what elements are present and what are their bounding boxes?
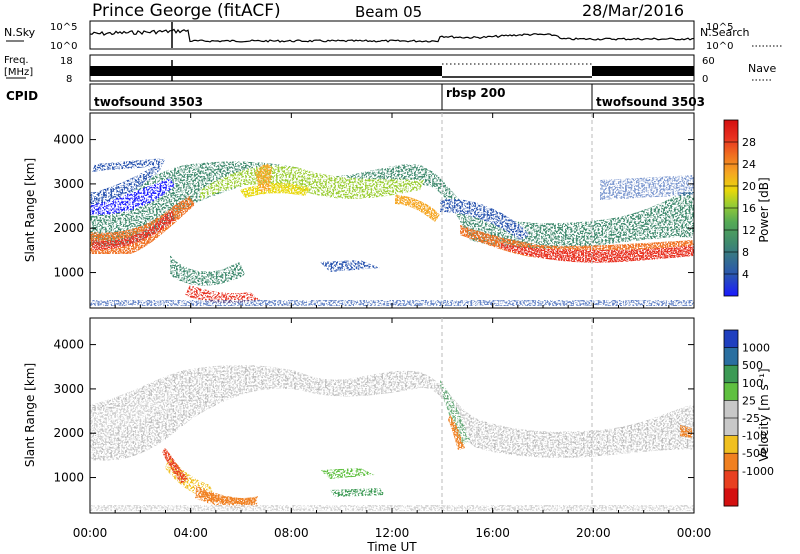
y-tick-label: 4000 xyxy=(53,133,84,147)
velocity-colorbar-block xyxy=(724,418,738,437)
colorbar-tick-label: 25 xyxy=(742,394,756,407)
y-tick-label: 1000 xyxy=(53,471,84,485)
cpid-label: CPID xyxy=(6,89,38,103)
colorbar-tick-label: -500 xyxy=(742,447,767,460)
cpid-segment-3: twofsound 3503 xyxy=(596,95,705,109)
freq-tick-low: 8 xyxy=(66,74,72,85)
freq-label-line2: [MHz] xyxy=(4,67,33,78)
velocity-colorbar-block xyxy=(724,453,738,472)
noise-tick-right-low: 10^0 xyxy=(706,41,733,52)
velocity-colorbar-block xyxy=(724,365,738,384)
noise-right-label: N.Search xyxy=(700,26,750,39)
x-axis-label: Time UT xyxy=(366,540,417,554)
noise-panel-frame xyxy=(89,20,695,50)
noise-tick-left-low: 10^0 xyxy=(50,41,77,52)
x-tick-label: 12:00 xyxy=(375,526,410,540)
y-tick-label: 2000 xyxy=(53,426,84,440)
y-tick-label: 1000 xyxy=(53,266,84,280)
y-tick-label: 3000 xyxy=(53,177,84,191)
colorbar-tick-label: 500 xyxy=(742,359,763,372)
date-title: 28/Mar/2016 xyxy=(582,1,684,20)
velocity-yticks: 1000 2000 3000 4000 xyxy=(53,338,694,485)
colorbar-tick-label: 1000 xyxy=(742,342,770,355)
cpid-segment-1: twofsound 3503 xyxy=(94,95,203,109)
power-yticks: 1000 2000 3000 4000 xyxy=(53,133,694,280)
velocity-colorbar-label: Velocity [m s⁻¹] xyxy=(757,368,771,461)
cpid-panel-frame xyxy=(89,83,695,111)
velocity-core-layer xyxy=(162,415,692,505)
colorbar-tick-label: 24 xyxy=(742,158,756,171)
colorbar-tick-label: -100 xyxy=(742,430,767,443)
power-heatmap xyxy=(90,113,694,308)
colorbar-tick-label: 8 xyxy=(742,246,749,259)
cpid-segment-2: rbsp 200 xyxy=(446,86,505,100)
velocity-colorbar-block xyxy=(724,330,738,349)
x-tick-label: 20:00 xyxy=(576,526,611,540)
velocity-colorbar-block xyxy=(724,435,738,454)
station-title: Prince George (fitACF) xyxy=(92,1,281,21)
velocity-colorbar-ticks: 1000 500 100 25 -25 -100 -500 -1000 xyxy=(724,342,774,478)
x-axis-ticks: 00:00 04:00 08:00 12:00 16:00 20:00 00:00 xyxy=(73,113,712,540)
velocity-colorbar-block xyxy=(724,382,738,401)
power-ylabel: Slant Range [km] xyxy=(23,158,37,262)
colorbar-tick-label: 4 xyxy=(742,268,749,281)
velocity-colorbar-block xyxy=(724,470,738,489)
y-tick-label: 4000 xyxy=(53,338,84,352)
y-tick-label: 3000 xyxy=(53,382,84,396)
power-colorbar-label: Power [dB] xyxy=(757,177,771,242)
velocity-colorbar-block xyxy=(724,400,738,419)
power-core-layer xyxy=(90,163,694,263)
beam-title: Beam 05 xyxy=(355,3,422,21)
colorbar-tick-label: 28 xyxy=(742,136,756,149)
freq-tick-high: 18 xyxy=(60,56,73,67)
x-tick-label: 00:00 xyxy=(677,526,712,540)
power-colorbar-ticks: 4 8 12 16 20 24 28 xyxy=(724,136,756,281)
freq-band-1 xyxy=(90,66,442,76)
velocity-heatmap xyxy=(90,318,694,513)
velocity-ylabel: Slant Range [km] xyxy=(23,363,37,467)
noise-tick-left-high: 10^5 xyxy=(50,22,77,33)
nave-label: Nave xyxy=(748,62,776,75)
x-tick-label: 04:00 xyxy=(173,526,208,540)
x-tick-label: 00:00 xyxy=(73,526,108,540)
x-tick-label: 16:00 xyxy=(475,526,510,540)
velocity-colorbar-block xyxy=(724,347,738,366)
y-tick-label: 2000 xyxy=(53,221,84,235)
x-tick-label: 08:00 xyxy=(274,526,309,540)
noise-left-label: N.Sky xyxy=(4,26,36,39)
noise-tick-right-high: 10^5 xyxy=(706,22,733,33)
colorbar-tick-label: -25 xyxy=(742,412,760,425)
velocity-colorbar-block xyxy=(724,488,738,507)
colorbar-tick-label: 12 xyxy=(742,224,756,237)
colorbar-tick-label: 16 xyxy=(742,202,756,215)
colorbar-tick-label: 100 xyxy=(742,377,763,390)
colorbar-tick-label: -1000 xyxy=(742,465,774,478)
freq-band-3 xyxy=(592,66,694,76)
noise-sky-trace xyxy=(89,28,695,43)
nave-tick-low: 0 xyxy=(702,74,708,85)
colorbar-tick-label: 20 xyxy=(742,180,756,193)
freq-label-line1: Freq. xyxy=(4,55,29,66)
nave-tick-high: 60 xyxy=(702,56,715,67)
